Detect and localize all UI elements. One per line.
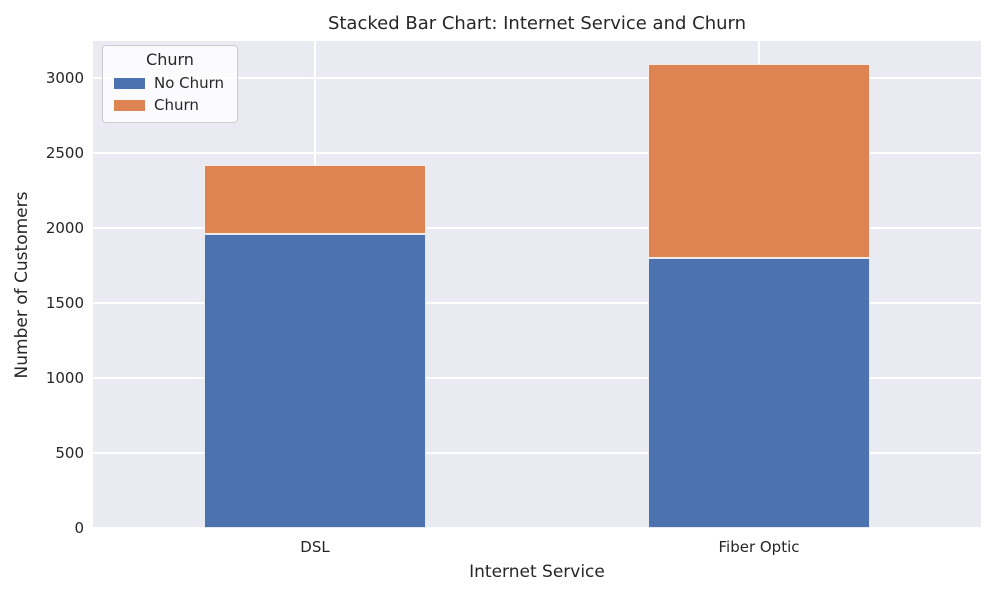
y-tick-label: 3000 (45, 69, 84, 88)
chart-title: Stacked Bar Chart: Internet Service and … (327, 13, 747, 34)
gridline-horizontal (93, 377, 981, 379)
x-tick-label: DSL (300, 538, 330, 556)
legend-item-no-churn: No Churn (111, 75, 229, 92)
gridline-horizontal (93, 227, 981, 229)
legend-swatch-no-churn-icon (114, 78, 145, 89)
y-tick-label: 0 (74, 519, 84, 537)
legend-item-label: No Churn (154, 74, 225, 92)
legend: Churn No Churn Churn (102, 45, 238, 123)
legend-item-label: Churn (154, 96, 199, 114)
legend-swatch-churn-icon (114, 100, 145, 111)
legend-item-churn: Churn (111, 97, 229, 114)
bar-segment-dsl-churn (204, 164, 426, 234)
bar-segment-fiber-optic-churn (648, 63, 870, 259)
y-tick-label: 2500 (45, 144, 84, 163)
x-axis-label: Internet Service (469, 562, 605, 582)
y-tick-label: 1500 (45, 294, 84, 313)
y-tick-label: 500 (55, 444, 84, 462)
gridline-horizontal (93, 302, 981, 304)
gridline-horizontal (93, 152, 981, 154)
gridline-horizontal (93, 77, 981, 79)
legend-title: Churn (146, 50, 194, 69)
bar-segment-fiber-optic-no-churn (648, 258, 870, 528)
bar-segment-dsl-no-churn (204, 233, 426, 528)
plot-area (93, 41, 981, 529)
gridline-horizontal (93, 452, 981, 454)
y-tick-label: 1000 (45, 369, 84, 387)
x-tick-label: Fiber Optic (718, 538, 800, 556)
gridline-horizontal (93, 527, 981, 529)
y-tick-label: 2000 (45, 219, 84, 238)
